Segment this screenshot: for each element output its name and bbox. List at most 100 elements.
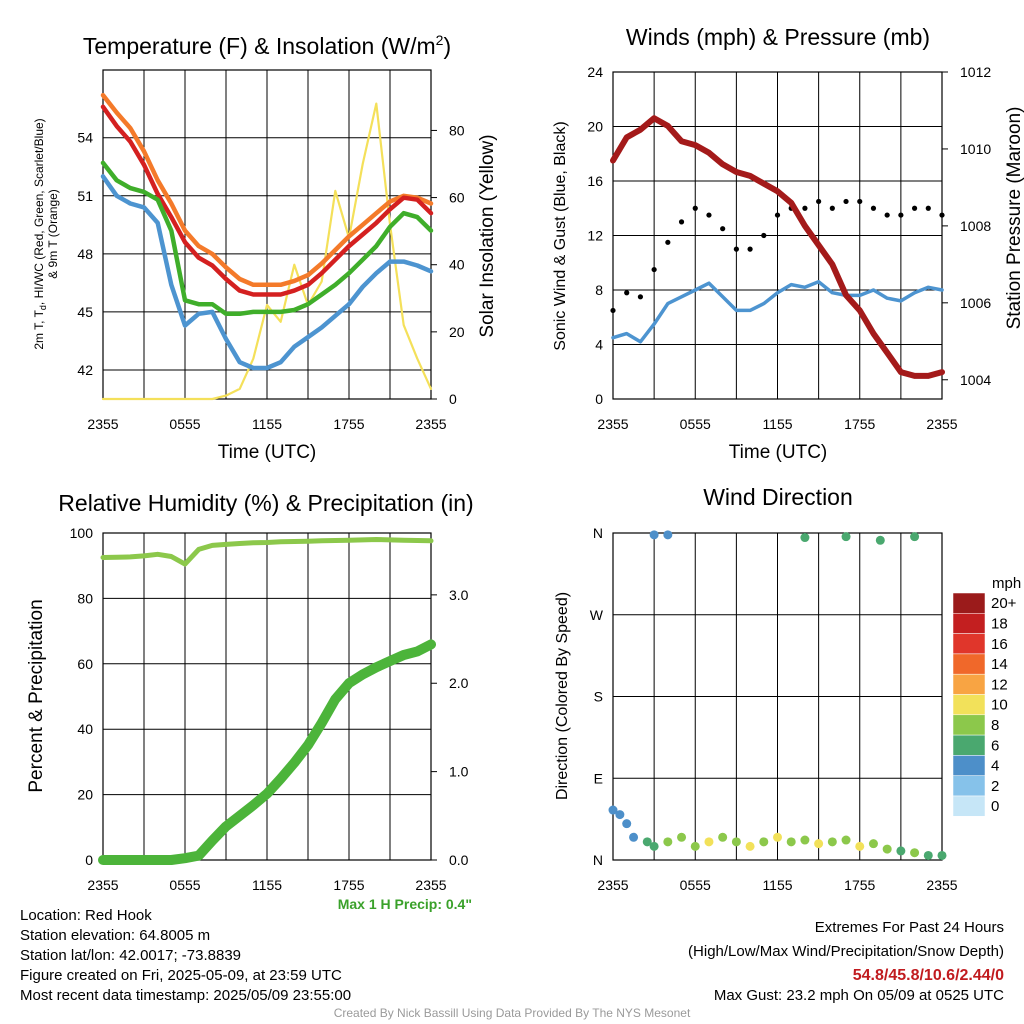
temperature-series-dewpoint-line	[100, 160, 434, 317]
temperature-y-axis-label: 2m T, Td, HI/WC (Red, Green, Scarlet/Blu…	[32, 118, 48, 349]
legend-swatch	[952, 694, 986, 716]
direction-y-tick-label: W	[590, 607, 604, 623]
legend-swatch	[952, 734, 986, 756]
direction-point	[800, 533, 810, 543]
winds-gust-point	[898, 212, 904, 218]
winds-x-tick-label: 2355	[926, 416, 957, 432]
humidity-x-tick-label: 2355	[415, 877, 446, 893]
winds-y-tick-label: 0	[595, 391, 603, 407]
legend-label: 16	[991, 636, 1008, 653]
credit-line: Created By Nick Bassill Using Data Provi…	[333, 1006, 691, 1020]
humidity-y-tick-label: 100	[70, 525, 94, 541]
humidity-x-tick-label: 1155	[252, 877, 282, 893]
winds-gust-point	[816, 198, 822, 205]
direction-point	[937, 850, 947, 860]
winds-x-tick-label: 2355	[597, 416, 628, 432]
direction-point	[745, 841, 755, 851]
legend-swatch	[952, 673, 986, 695]
humidity-y-tick-label: 80	[77, 590, 93, 606]
winds-gust-point	[870, 205, 877, 211]
legend-label: 4	[991, 758, 999, 775]
humidity-y2-tick-label: 0.0	[449, 852, 469, 868]
humidity-y2-tick-label: 1.0	[449, 764, 469, 780]
legend-swatch	[952, 613, 986, 634]
winds-gust-point	[884, 212, 890, 218]
legend-label: 12	[991, 676, 1008, 693]
humidity-y2-tick-label: 3.0	[449, 587, 469, 603]
direction-x-tick-label: 2355	[926, 877, 957, 893]
legend-title: mph	[992, 575, 1021, 592]
direction-y-tick-label: N	[593, 525, 603, 541]
direction-point	[882, 844, 892, 854]
direction-point	[814, 839, 824, 849]
temperature-x-tick-label: 2355	[87, 416, 118, 432]
direction-y-tick-label: E	[594, 770, 603, 786]
winds-y-axis-label: Sonic Wind & Gust (Blue, Black)	[552, 121, 569, 350]
legend-swatch	[952, 714, 986, 736]
legend-swatch	[952, 653, 986, 675]
legend-label: 14	[991, 656, 1008, 673]
temperature-y2-tick-label: 40	[449, 257, 465, 273]
winds-x-tick-label: 0555	[680, 416, 711, 432]
winds-gust-point	[651, 266, 657, 273]
direction-point	[759, 837, 769, 847]
direction-point	[868, 839, 878, 849]
winds-y2-axis-label: Station Pressure (Maroon)	[1004, 107, 1024, 330]
recent-timestamp-text: Most recent data timestamp: 2025/05/09 2…	[20, 987, 352, 1004]
temperature-chart-title: Temperature (F) & Insolation (W/m2)	[83, 32, 451, 59]
direction-point	[663, 837, 673, 847]
winds-plot-frame	[612, 71, 943, 400]
direction-y-axis-label: Direction (Colored By Speed)	[554, 592, 571, 800]
temperature-x-tick-label: 1755	[333, 416, 364, 432]
winds-gust-point	[829, 205, 835, 211]
direction-point	[622, 819, 632, 829]
direction-point	[642, 837, 652, 847]
humidity-x-tick-label: 1755	[333, 877, 364, 893]
extremes-info: Extremes For Past 24 Hours (High/Low/Max…	[688, 918, 1004, 1006]
temperature-x-tick-label: 2355	[415, 416, 446, 432]
direction-point	[875, 535, 885, 545]
winds-y-tick-label: 24	[587, 64, 603, 80]
temperature-x-tick-label: 0555	[169, 416, 200, 432]
temperature-y-tick-label: 42	[77, 362, 93, 378]
winds-series-sonic-wind-line	[611, 280, 944, 344]
winds-gust-point	[911, 205, 918, 211]
winds-y2-tick-label: 1010	[960, 141, 991, 157]
winds-gust-point	[925, 205, 931, 211]
elevation-text: Station elevation: 64.8005 m	[20, 927, 211, 944]
direction-point	[677, 832, 687, 842]
legend-label: 0	[991, 798, 999, 815]
winds-chart-title: Winds (mph) & Pressure (mb)	[626, 24, 930, 50]
winds-x-axis-label: Time (UTC)	[729, 442, 828, 463]
legend-label: 6	[991, 737, 999, 754]
legend-swatch	[952, 795, 986, 817]
direction-point	[910, 848, 920, 858]
winds-gust-point	[774, 212, 781, 218]
humidity-chart-title: Relative Humidity (%) & Precipitation (i…	[58, 490, 473, 516]
legend-label: 2	[991, 778, 999, 795]
direction-point	[608, 805, 618, 815]
direction-point	[649, 841, 659, 851]
humidity-y-tick-label: 60	[77, 656, 93, 672]
winds-y-tick-label: 8	[595, 282, 603, 298]
winds-y-tick-label: 16	[587, 173, 603, 189]
humidity-x-tick-label: 0555	[169, 877, 200, 893]
max-precip-label: Max 1 H Precip: 0.4"	[337, 896, 472, 912]
winds-y-tick-label: 12	[587, 228, 603, 244]
winds-gust-point	[733, 246, 739, 252]
humidity-y-axis-label: Percent & Precipitation	[26, 599, 47, 792]
winds-gust-point	[761, 232, 767, 239]
direction-point	[827, 837, 837, 847]
winds-gust-point	[843, 198, 849, 205]
direction-point	[841, 532, 851, 542]
direction-point	[704, 837, 714, 847]
legend-swatch	[952, 775, 986, 797]
humidity-series-relative-humidity-line	[100, 537, 434, 567]
winds-y2-tick-label: 1012	[960, 64, 991, 80]
direction-point	[718, 832, 728, 842]
temperature-y2-tick-label: 60	[449, 190, 465, 206]
winds-gust-point	[939, 212, 945, 218]
extremes-header: Extremes For Past 24 Hours	[814, 919, 1004, 936]
winds-x-tick-label: 1755	[844, 416, 875, 432]
direction-point	[773, 832, 782, 842]
